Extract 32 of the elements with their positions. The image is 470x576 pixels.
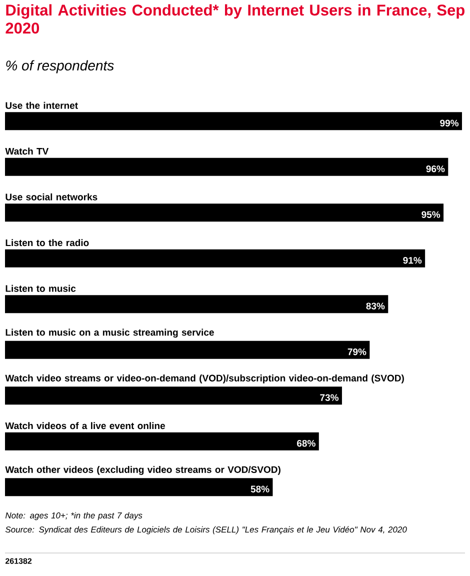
source-note: Source: Syndicat des Editeurs de Logiciels de Loisirs (SELL) "Les Français et le Jeu Vidéo" Nov 4, 2020	[5, 526, 407, 534]
y-tick-label: Use the internet	[6, 102, 78, 109]
data-label: 68%	[297, 440, 316, 447]
data-label: 99%	[440, 120, 459, 126]
bar	[5, 432, 319, 450]
text: Note: ages 10+; *in the past 7 days	[5, 512, 142, 520]
bar	[5, 249, 426, 268]
data-label: 95%	[422, 211, 440, 218]
y-tick-label: Watch video streams or video-on-demand (VOD)/subscription video-on-demand (SVOD)	[5, 374, 404, 384]
bar	[5, 340, 370, 359]
y-tick-label: Listen to music	[6, 284, 76, 292]
bar	[5, 295, 388, 314]
data-label: 73%	[320, 394, 339, 401]
y-tick-label: Listen to the radio	[6, 239, 89, 246]
text: 261382	[5, 558, 32, 564]
bar	[5, 112, 462, 130]
data-label: 58%	[250, 486, 270, 492]
y-tick-label: Watch TV	[5, 148, 49, 155]
data-label: 96%	[426, 165, 445, 172]
data-label: 91%	[403, 256, 422, 264]
bar	[5, 158, 448, 176]
y-tick-label: Watch other videos (excluding video streams or VOD/SVOD)	[5, 466, 280, 475]
bar	[5, 204, 444, 222]
chart-title: Digital Activities Conducted* by Internet Users in France, Sep 2020	[6, 4, 464, 34]
data-label: 83%	[366, 302, 385, 310]
y-tick-label: Use social networks	[6, 193, 98, 200]
y-tick-label: Watch videos of a live event online	[5, 422, 165, 430]
y-tick-label: Listen to music on a music streaming service	[6, 328, 214, 338]
bar	[5, 478, 273, 496]
chart-subtitle: % of respondents	[6, 60, 114, 74]
bar	[5, 386, 342, 405]
data-label: 79%	[348, 348, 366, 356]
